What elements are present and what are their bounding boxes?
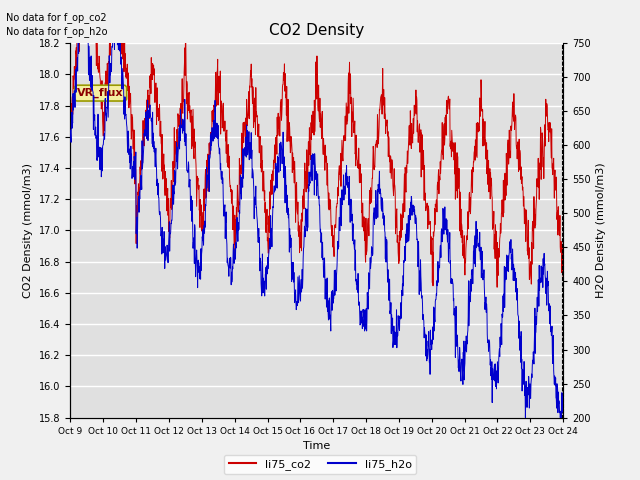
- Y-axis label: H2O Density (mmol/m3): H2O Density (mmol/m3): [596, 163, 607, 298]
- X-axis label: Time: Time: [303, 441, 330, 451]
- Text: No data for f_op_co2: No data for f_op_co2: [6, 12, 107, 23]
- Text: No data for f_op_h2o: No data for f_op_h2o: [6, 26, 108, 37]
- Legend: li75_co2, li75_h2o: li75_co2, li75_h2o: [224, 455, 416, 474]
- Y-axis label: CO2 Density (mmol/m3): CO2 Density (mmol/m3): [24, 163, 33, 298]
- Text: VR_flux: VR_flux: [77, 88, 124, 98]
- Title: CO2 Density: CO2 Density: [269, 23, 364, 38]
